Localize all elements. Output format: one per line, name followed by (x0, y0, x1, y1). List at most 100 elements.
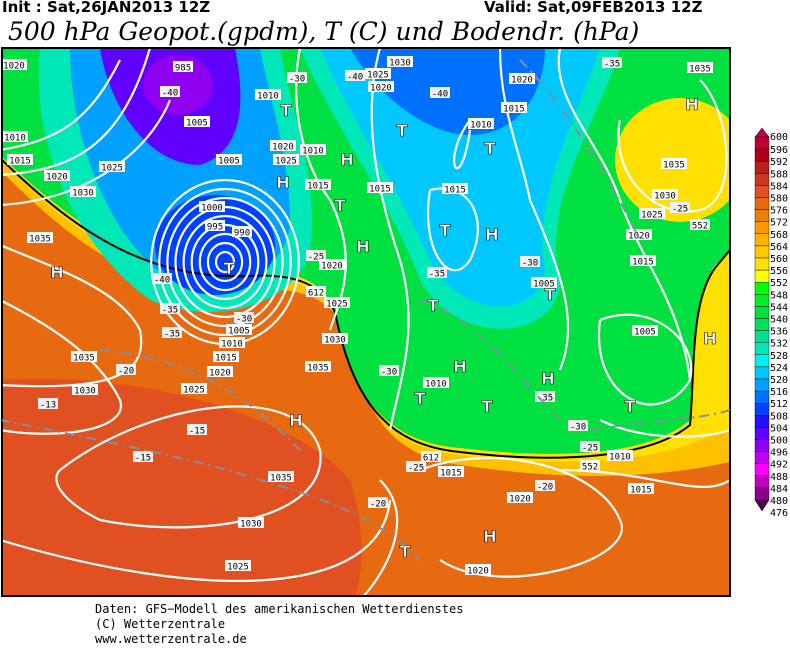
legend-swatch (754, 185, 770, 198)
legend-label: 596 (770, 145, 788, 156)
legend-swatch (754, 245, 770, 259)
low-pressure-center: T (440, 221, 451, 240)
temperature-label: -25 (582, 444, 598, 454)
temperature-fields (2, 48, 730, 596)
legend-label: 500 (770, 436, 788, 447)
low-pressure-center: T (545, 285, 556, 304)
high-pressure-center: H (453, 357, 466, 376)
label-box (133, 451, 153, 462)
temperature-label: -30 (289, 75, 305, 85)
pressure-label: 1005 (228, 327, 250, 337)
legend-swatch (754, 197, 770, 210)
pressure-label: 1015 (503, 105, 525, 115)
temperature-label: -15 (189, 427, 205, 437)
label-box (70, 186, 96, 197)
label-box (305, 179, 331, 190)
legend-swatch (754, 209, 770, 222)
pressure-label: 1030 (324, 336, 346, 346)
temperature-label: -20 (118, 367, 134, 377)
temperature-label: -30 (570, 423, 586, 433)
legend-label: 556 (770, 266, 788, 277)
temperature-label: -35 (162, 306, 178, 316)
pressure-label: 1020 (272, 143, 294, 153)
label-box (38, 398, 58, 409)
website-link[interactable]: www.wetterzentrale.de (95, 632, 247, 646)
low-pressure-center: T (335, 196, 346, 215)
temperature-label: -35 (604, 60, 620, 70)
legend-label: 476 (770, 508, 788, 519)
label-box (628, 483, 654, 494)
pressure-label: 552 (692, 222, 708, 232)
legend-swatch (754, 282, 770, 295)
label-box (187, 424, 207, 435)
label-box (319, 259, 345, 270)
temperature-label: -20 (537, 483, 553, 493)
pressure-label: 1010 (302, 147, 324, 157)
label-box (442, 183, 468, 194)
pressure-label: 1020 (467, 567, 489, 577)
legend-label: 592 (770, 157, 788, 168)
isobar (362, 479, 399, 596)
pressure-label: 1020 (321, 262, 343, 272)
legend-label: 552 (770, 278, 788, 289)
label-box (324, 297, 350, 308)
high-pressure-center: H (541, 369, 554, 388)
label-box (626, 229, 652, 240)
label-box (465, 564, 491, 575)
legend-label: 588 (770, 169, 788, 180)
isobar (597, 313, 693, 406)
label-box (72, 384, 98, 395)
pressure-label: 1020 (209, 369, 231, 379)
legend-swatch (754, 451, 770, 464)
label-box (345, 70, 365, 81)
label-box (162, 327, 182, 338)
isobar (426, 187, 479, 272)
pressure-label: 1030 (240, 520, 262, 530)
legend-label: 508 (770, 411, 788, 422)
isobar (498, 48, 570, 371)
pressure-label: 1035 (663, 161, 685, 171)
pressure-label: 1015 (307, 182, 329, 192)
footer-credits: Daten: GFS−Modell des amerikanischen Wet… (95, 602, 463, 647)
data-source: Daten: GFS−Modell des amerikanischen Wet… (95, 602, 464, 616)
label-box (568, 420, 588, 431)
legend-swatch (754, 415, 770, 428)
legend-label: 564 (770, 242, 788, 253)
label-box (520, 256, 540, 267)
isobar (370, 48, 410, 431)
pressure-label: 1025 (326, 300, 348, 310)
legend-swatch (754, 173, 770, 186)
label-box (632, 325, 658, 336)
label-box (531, 277, 557, 288)
label-box (406, 461, 426, 472)
label-box (181, 383, 207, 394)
label-box (430, 87, 450, 98)
isotherm (589, 409, 730, 431)
init-time: Init : Sat,26JAN2013 12Z (2, 0, 211, 16)
legend-swatch (754, 378, 770, 392)
label-box (438, 466, 464, 477)
isobar (2, 59, 121, 151)
legend-arrow-bottom (754, 499, 770, 512)
label-box (639, 208, 665, 219)
pressure-label: 1005 (218, 157, 240, 167)
legend-swatch (754, 318, 770, 331)
label-box (306, 250, 326, 261)
legend-label: 512 (770, 399, 788, 410)
label-box (509, 73, 535, 84)
isobar (2, 499, 392, 583)
temperature-label: -30 (236, 315, 252, 325)
label-box (687, 62, 713, 73)
label-box (287, 72, 307, 83)
temperature-label: -13 (40, 401, 56, 411)
valid-time: Valid: Sat,09FEB2013 12Z (484, 0, 703, 16)
high-pressure-center: H (50, 263, 63, 282)
label-box (602, 57, 622, 68)
legend-swatch (754, 257, 770, 271)
pressure-label: 1030 (74, 387, 96, 397)
label-box (234, 312, 254, 323)
label-box (173, 61, 193, 72)
pressure-label: 1025 (275, 157, 297, 167)
label-box (661, 158, 687, 169)
temperature-label: -30 (381, 368, 397, 378)
